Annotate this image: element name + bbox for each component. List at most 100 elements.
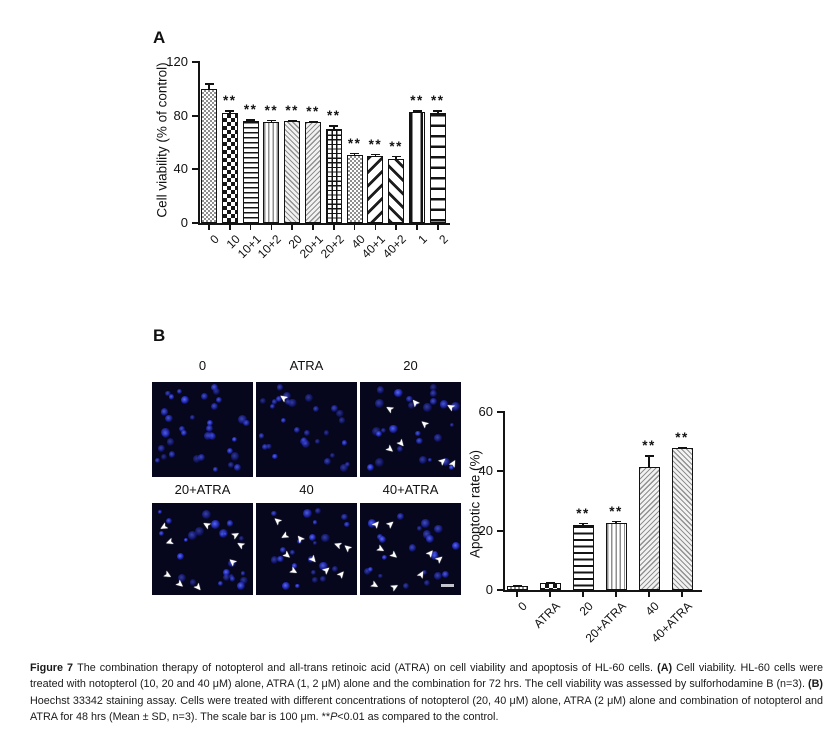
panel-a-chart: Cell viability (% of control) 0 40 80 120 0 **… — [148, 40, 478, 305]
stained-cell — [228, 462, 235, 468]
stained-cell — [184, 537, 189, 543]
tile-label: 40+ATRA — [382, 482, 439, 497]
x-tick — [582, 592, 584, 597]
error-bar-cap — [204, 83, 214, 86]
caption-segment: Cell viability. HL-60 cells were treated… — [30, 662, 824, 691]
stained-cell — [379, 535, 387, 544]
apoptotic-cell-arrow-icon: ➤ — [305, 553, 319, 567]
stained-cell — [421, 519, 430, 528]
stained-cell — [279, 546, 287, 553]
y-tick — [192, 114, 198, 117]
stained-cell — [195, 526, 205, 536]
error-bar-cap — [246, 118, 256, 121]
error-bar-cap — [391, 155, 401, 158]
stained-cell — [270, 404, 276, 410]
apoptotic-cell-arrow-icon: ➤ — [368, 578, 381, 593]
stained-cell — [197, 454, 205, 462]
stained-cell — [193, 454, 202, 463]
bar-40 — [638, 467, 660, 590]
apoptotic-cell-arrow-icon: ➤ — [278, 528, 292, 542]
stained-cell — [222, 573, 230, 581]
x-tick — [648, 592, 650, 597]
y-tick — [192, 168, 198, 171]
y-axis-line — [198, 60, 200, 224]
stained-cell — [258, 433, 264, 439]
bar-40+2 — [388, 158, 405, 223]
stained-cell — [421, 569, 427, 575]
stained-cell — [226, 520, 234, 527]
stained-cell — [321, 533, 330, 543]
stained-cell — [330, 453, 336, 459]
stained-cell — [429, 384, 437, 392]
y-tick-label: 80 — [173, 107, 188, 123]
stained-cell — [313, 405, 320, 412]
significance-label: ** — [327, 108, 341, 124]
stained-cell — [308, 533, 317, 542]
stained-cell — [416, 437, 423, 444]
stained-cell — [266, 443, 272, 450]
error-bar-cap — [266, 119, 276, 122]
stained-cell — [397, 513, 405, 521]
stained-cell — [206, 424, 214, 432]
stained-cell — [423, 403, 432, 412]
apoptotic-cell-arrow-icon: ➤ — [163, 534, 176, 549]
error-bar-stem — [648, 455, 650, 468]
stained-cell — [376, 431, 383, 437]
stained-cell — [423, 579, 431, 587]
stained-cell — [227, 448, 234, 455]
micrograph-tile-ATRA: ➤ — [256, 382, 357, 477]
stained-cell — [380, 428, 386, 434]
stained-cell — [366, 464, 375, 472]
error-bar-cap — [412, 110, 422, 112]
stained-cell — [341, 440, 347, 446]
stained-cell — [406, 395, 414, 403]
stained-cell — [181, 430, 188, 437]
stained-cell — [202, 509, 212, 519]
stained-cell — [429, 397, 437, 405]
bar-2 — [429, 112, 446, 223]
y-tick-label: 40 — [173, 161, 188, 177]
y-tick-label: 0 — [485, 582, 493, 597]
error-bar-cap — [611, 520, 621, 523]
panel-b-chart: Apoptotic rate (%) 0 20 40 60 0 ATRA ** 20 ** 20+A… — [462, 392, 772, 677]
significance-label: ** — [264, 102, 279, 118]
stained-cell — [442, 458, 451, 467]
stained-cell — [338, 417, 346, 424]
stained-cell — [297, 538, 303, 544]
stained-cell — [378, 574, 383, 579]
stained-cell — [418, 455, 427, 465]
stained-cell — [304, 393, 313, 402]
stained-cell — [285, 398, 292, 405]
stained-cell — [336, 409, 344, 418]
stained-cell — [312, 577, 318, 583]
stained-cell — [364, 568, 372, 576]
error-bar-cap — [308, 121, 318, 123]
significance-label: ** — [642, 438, 656, 454]
micrograph-tile-40: ➤ ➤ ➤ ➤ ➤ ➤ ➤ ➤ ➤ ➤ — [256, 503, 357, 595]
stained-cell — [271, 453, 278, 460]
significance-label: ** — [347, 135, 362, 151]
apoptotic-cell-arrow-icon: ➤ — [387, 548, 401, 563]
tile-label: 20 — [403, 358, 418, 373]
error-bar-cap — [677, 446, 687, 449]
stained-cell — [231, 452, 240, 461]
apoptotic-cell-arrow-icon: ➤ — [383, 401, 397, 416]
stained-cell — [281, 417, 287, 423]
stained-cell — [217, 580, 224, 587]
stained-cell — [200, 392, 209, 401]
tile-label: 0 — [198, 358, 207, 373]
stained-cell — [261, 444, 268, 451]
tile-label: ATRA — [289, 358, 324, 373]
apoptotic-cell-arrow-icon: ➤ — [161, 568, 174, 583]
stained-cell — [312, 540, 317, 546]
stained-cell — [168, 393, 175, 400]
stained-cell — [345, 461, 351, 467]
stained-cell — [451, 541, 461, 550]
stained-cell — [302, 509, 312, 519]
x-tick — [516, 592, 518, 597]
error-bar-cap — [545, 581, 555, 584]
stained-cell — [243, 419, 250, 426]
stained-cell — [282, 391, 291, 400]
stained-cell — [160, 454, 167, 461]
stained-cell — [160, 407, 169, 416]
